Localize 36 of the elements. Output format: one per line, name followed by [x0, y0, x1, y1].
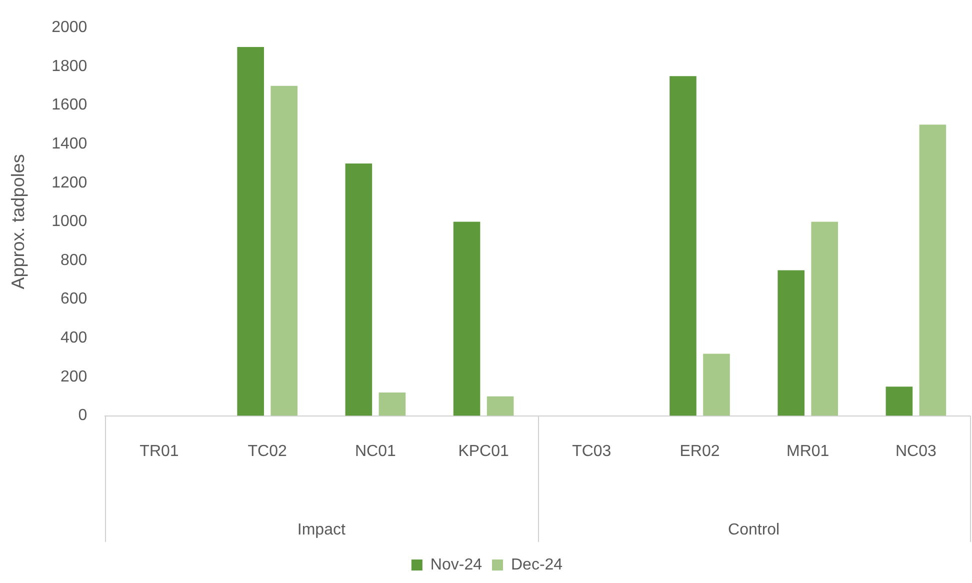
bar — [703, 354, 730, 416]
y-tick-label: 1200 — [52, 174, 88, 192]
y-axis-title: Approx. tadpoles — [8, 154, 28, 290]
bar — [919, 124, 946, 416]
bar — [886, 386, 913, 416]
bar — [378, 392, 406, 416]
x-tick-label: NC01 — [354, 442, 396, 460]
y-tick-label: 800 — [60, 252, 88, 269]
y-tick-label: 0 — [78, 407, 88, 424]
y-tick-label: 1600 — [52, 96, 88, 114]
bar — [237, 47, 264, 416]
legend-label: Dec-24 — [511, 556, 563, 574]
x-tick-label: TC02 — [248, 442, 288, 460]
bar — [811, 222, 838, 416]
text: Control — [728, 521, 780, 538]
y-tick-label: 400 — [60, 330, 88, 347]
y-tick-label: 1400 — [52, 135, 88, 152]
y-tick-label: 1000 — [52, 213, 88, 230]
x-tick-label: MR01 — [786, 442, 830, 460]
x-tick-label: NC03 — [895, 442, 937, 460]
x-tick-label: TC03 — [572, 442, 612, 460]
bar — [486, 396, 514, 416]
bar — [778, 270, 804, 416]
y-tick-label: 600 — [60, 290, 88, 308]
bar — [270, 86, 298, 416]
legend-label: Nov-24 — [430, 556, 482, 574]
x-tick-label: ER02 — [680, 442, 720, 460]
bar — [670, 76, 696, 416]
y-tick-label: 200 — [60, 368, 88, 386]
y-tick-label: 1800 — [52, 58, 88, 75]
x-tick-label: TR01 — [140, 442, 179, 460]
bar — [345, 163, 372, 416]
bar — [453, 222, 480, 416]
text: Impact — [297, 521, 346, 538]
x-tick-label: KPC01 — [458, 442, 509, 460]
y-tick-label: 2000 — [52, 19, 88, 36]
